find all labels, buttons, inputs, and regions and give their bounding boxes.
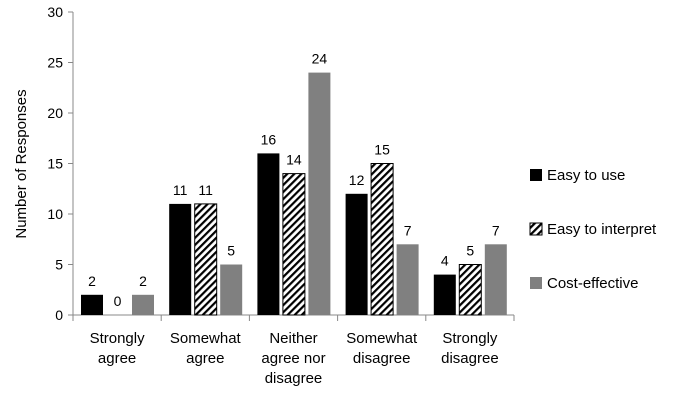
bar-cost-effective bbox=[396, 244, 419, 315]
data-label: 14 bbox=[286, 152, 302, 168]
data-label: 11 bbox=[198, 182, 213, 198]
data-label: 7 bbox=[404, 222, 412, 238]
legend-swatch bbox=[530, 277, 542, 289]
y-tick-label: 10 bbox=[47, 206, 63, 222]
data-label: 5 bbox=[466, 243, 474, 259]
x-tick-label: Somewhat bbox=[346, 330, 418, 347]
data-label: 11 bbox=[173, 182, 188, 198]
legend-label: Easy to interpret bbox=[547, 221, 657, 238]
bar-easy-to-interpret bbox=[282, 173, 306, 316]
x-tick-label: agree bbox=[186, 350, 224, 367]
data-label: 15 bbox=[374, 142, 390, 158]
x-tick-label: Strongly bbox=[90, 330, 146, 347]
data-label: 16 bbox=[261, 131, 277, 147]
bar-easy-to-use bbox=[433, 274, 456, 315]
legend-label: Easy to use bbox=[547, 167, 625, 184]
x-tick-label: agree bbox=[98, 350, 136, 367]
x-tick-label: Strongly bbox=[442, 330, 498, 347]
bar-cost-effective bbox=[484, 244, 507, 315]
bar-cost-effective bbox=[132, 294, 154, 315]
y-tick-label: 5 bbox=[55, 257, 63, 273]
data-label: 5 bbox=[227, 243, 235, 259]
legend-swatch bbox=[529, 222, 543, 236]
bar-cost-effective bbox=[220, 264, 243, 315]
x-tick-label: disagree bbox=[265, 370, 323, 387]
data-label: 0 bbox=[114, 293, 122, 309]
bar-easy-to-use bbox=[257, 153, 280, 315]
y-tick-label: 0 bbox=[55, 307, 63, 323]
data-label: 4 bbox=[441, 253, 449, 269]
x-tick-label: disagree bbox=[353, 350, 411, 367]
bar-easy-to-interpret bbox=[370, 163, 394, 316]
bar-cost-effective bbox=[308, 72, 331, 315]
bar-easy-to-interpret bbox=[458, 264, 482, 316]
y-axis-label: Number of Responses bbox=[13, 89, 30, 238]
x-tick-label: agree nor bbox=[261, 350, 325, 367]
bar-easy-to-use bbox=[169, 203, 192, 315]
x-tick-label: Somewhat bbox=[170, 330, 242, 347]
x-tick-label: Neither bbox=[269, 330, 317, 347]
y-tick-label: 25 bbox=[47, 55, 63, 71]
bar-easy-to-interpret bbox=[194, 203, 218, 316]
bar-easy-to-use bbox=[81, 294, 103, 315]
data-label: 7 bbox=[492, 222, 500, 238]
data-label: 24 bbox=[312, 51, 328, 67]
data-label: 2 bbox=[139, 273, 147, 289]
y-tick-label: 20 bbox=[47, 105, 63, 121]
data-label: 2 bbox=[88, 273, 96, 289]
bar-easy-to-use bbox=[345, 193, 368, 315]
legend-label: Cost-effective bbox=[547, 275, 638, 292]
y-tick-label: 30 bbox=[47, 4, 63, 20]
y-tick-label: 15 bbox=[47, 156, 63, 172]
data-label: 12 bbox=[349, 172, 365, 188]
x-tick-label: disagree bbox=[441, 350, 499, 367]
legend-swatch bbox=[530, 169, 542, 181]
